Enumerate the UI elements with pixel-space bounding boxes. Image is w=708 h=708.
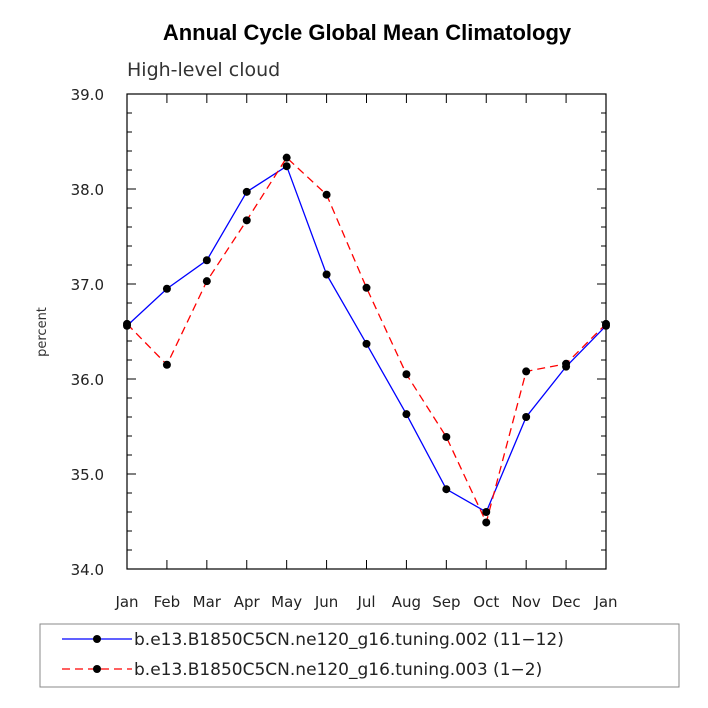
tick-labels: Jan Feb Mar Apr May Jun Jul Aug Sep Oct Nov Dec Jan 3… [71, 86, 618, 611]
series-2-point [402, 370, 411, 379]
series-1-point [442, 485, 451, 494]
series-line-1 [126, 165, 607, 513]
x-tick-label: Apr [234, 593, 261, 611]
x-tick-label: Jan [593, 593, 617, 611]
x-tick-label: May [271, 593, 302, 611]
x-tick-label: Sep [432, 593, 460, 611]
chart-title: Annual Cycle Global Mean Climatology [163, 20, 572, 45]
plot-area-border [126, 93, 607, 570]
x-tick-label: Jul [356, 593, 375, 611]
axis-ticks [126, 93, 607, 570]
y-axis-label: percent [35, 307, 50, 357]
series-2-point [362, 283, 371, 292]
series-1-point [402, 410, 411, 419]
series-2-point [162, 360, 171, 369]
series-2-point [282, 153, 291, 162]
series-1-point [282, 162, 291, 171]
y-tick-label: 38.0 [71, 181, 104, 199]
legend-box [39, 623, 680, 688]
series-2-point [123, 319, 131, 328]
legend-marker-series-2 [93, 665, 101, 673]
series-2-point [242, 216, 251, 225]
series-1-point [362, 339, 371, 348]
x-tick-label: Aug [392, 593, 421, 611]
x-tick-label: Dec [552, 593, 581, 611]
legend-label-series-1: b.e13.B1850C5CN.ne120_g16.tuning.002 (11… [134, 630, 564, 650]
series-2-point [442, 432, 451, 441]
y-tick-label: 34.0 [71, 561, 104, 579]
legend-label-series-2: b.e13.B1850C5CN.ne120_g16.tuning.003 (1−… [134, 660, 542, 680]
series-1-point [202, 256, 211, 265]
y-tick-label: 35.0 [71, 466, 104, 484]
x-tick-label: Jun [314, 593, 338, 611]
x-tick-label: Oct [473, 593, 499, 611]
chart-subtitle: High-level cloud [127, 59, 280, 81]
series-1-point [482, 508, 491, 516]
y-tick-label: 36.0 [71, 371, 104, 389]
y-tick-label: 39.0 [71, 86, 104, 104]
x-tick-label: Jan [114, 593, 138, 611]
series-2-point [322, 190, 331, 199]
series-1-point [522, 413, 531, 421]
series-group [123, 153, 610, 527]
series-2-point [562, 359, 571, 368]
series-2-point [202, 277, 211, 286]
series-1-point [322, 270, 331, 279]
legend: b.e13.B1850C5CN.ne120_g16.tuning.002 (11… [39, 623, 680, 688]
series-2-point [522, 367, 531, 376]
y-tick-label: 37.0 [71, 276, 104, 294]
series-2-point [602, 319, 610, 328]
series-1-point [242, 187, 251, 196]
series-2-point [482, 518, 491, 527]
x-tick-label: Nov [512, 593, 541, 611]
series-1-point [162, 284, 171, 293]
x-tick-label: Feb [154, 593, 181, 611]
legend-marker-series-1 [93, 635, 101, 643]
x-tick-label: Mar [193, 593, 222, 611]
